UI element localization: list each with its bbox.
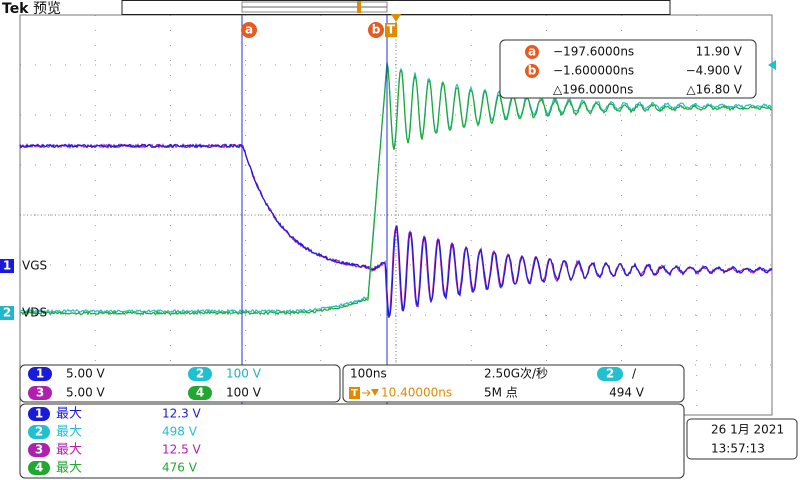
measurements: 1 最大 12.3 V 2 最大 498 V 3 最大 12.5 V 4 最大 476 V [28, 407, 202, 476]
trace-ch4 [19, 63, 773, 316]
channel-badge [188, 367, 212, 381]
cursor-b-label: b [372, 23, 381, 37]
channel-scale: 5.00 V [66, 386, 106, 400]
cursor-delta-time: △196.0000ns [553, 83, 633, 97]
readout-b-tag [525, 64, 539, 78]
measurement-label: 最大 [56, 425, 82, 440]
channel-number: 3 [36, 386, 44, 400]
channel-scale: 100 V [226, 386, 262, 400]
cursor-b-time: −1.600000ns [553, 64, 634, 78]
trigger-channel: 2 [606, 367, 614, 381]
channel-scale: 100 V [226, 367, 262, 381]
channel-scales: 1 5.00 V 2 100 V 3 5.00 V 4 100 V [28, 367, 262, 400]
measurement-badge [28, 443, 50, 457]
trace-1-number: 1 [3, 259, 11, 273]
trigger-icon [349, 387, 360, 399]
measurement-value: 498 V [162, 425, 198, 439]
trace-ch1 [19, 142, 773, 318]
waveforms [19, 61, 773, 318]
date: 26 1月 2021 [711, 423, 784, 437]
record-length: 5M 点 [484, 386, 518, 400]
measurement-channel: 1 [35, 407, 43, 421]
measurement-label: 最大 [56, 443, 82, 458]
channel-scale: 5.00 V [66, 367, 106, 381]
ch2-level-marker [768, 60, 776, 70]
trigger-tag-t: T [387, 23, 396, 37]
datetime-panel [686, 418, 798, 460]
trigger-level: 494 V [609, 386, 645, 400]
cursor-a-tag [241, 22, 257, 38]
channel-badge [28, 367, 52, 381]
trigger-icon-t: T [351, 388, 358, 399]
channel-badge [188, 386, 212, 400]
measurement-value: 12.3 V [162, 407, 202, 421]
readout-a-label: a [528, 45, 536, 59]
record-bar [121, 0, 671, 15]
brand: Tek [2, 1, 29, 17]
trigger-delay: 10.40000ns [381, 386, 452, 400]
trigger-slope: / [632, 367, 637, 381]
time-scale: 100ns [350, 367, 387, 381]
cursor-b-value: −4.900 V [686, 64, 743, 78]
measurement-channel: 3 [35, 443, 43, 457]
trace-1-badge [0, 259, 14, 273]
cursor-a-label: a [245, 23, 253, 37]
measurement-label: 最大 [56, 407, 82, 422]
readout-b-label: b [528, 64, 537, 78]
cursor-a-time: −197.6000ns [553, 45, 634, 59]
trigger-down [371, 389, 379, 396]
sample-rate: 2.50G次/秒 [484, 367, 548, 381]
measurement-badge [28, 425, 50, 439]
measurement-panel [19, 403, 685, 479]
cursor-b-tag [368, 22, 384, 38]
trigger-tag [385, 23, 397, 37]
trigger-marker [391, 14, 401, 22]
measurement-value: 12.5 V [162, 443, 202, 457]
trace-2-number: 2 [3, 306, 11, 320]
measurement-value: 476 V [162, 461, 198, 475]
time: 13:57:13 [711, 442, 765, 456]
channel-number: 2 [196, 367, 204, 381]
channel-number: 4 [196, 386, 204, 400]
channel-number: 1 [36, 367, 44, 381]
trigger-channel-badge [597, 367, 623, 381]
channel-panel [19, 364, 341, 403]
measurement-badge [28, 407, 50, 421]
trigger-arrow [362, 389, 371, 397]
trace-1-label: VGS [22, 259, 47, 273]
record-trigger [357, 1, 361, 13]
readout-a-tag [525, 45, 539, 59]
trace-2-label: VDS [22, 306, 47, 320]
measurement-label: 最大 [56, 461, 82, 476]
cursor-readout [499, 39, 757, 99]
cursor-delta-value: △16.80 V [686, 83, 742, 97]
mode: 预览 [33, 1, 61, 17]
cursor-a-value: 11.90 V [696, 45, 743, 59]
measurement-channel: 4 [35, 461, 43, 475]
measurement-channel: 2 [35, 425, 43, 439]
measurement-badge [28, 461, 50, 475]
trace-2-badge [0, 306, 14, 320]
channel-badge [28, 386, 52, 400]
